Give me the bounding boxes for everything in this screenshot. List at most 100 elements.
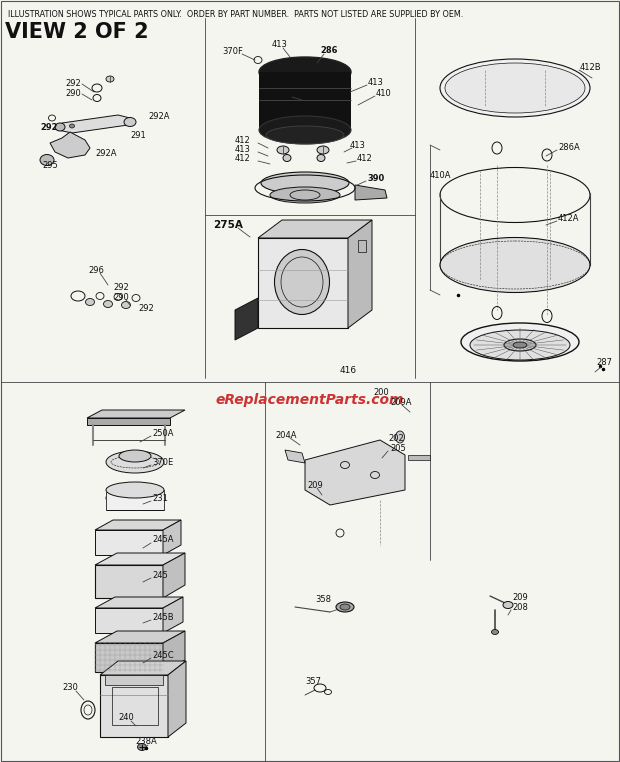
Polygon shape <box>95 520 181 530</box>
Ellipse shape <box>317 146 329 154</box>
Text: 290: 290 <box>113 293 129 302</box>
Polygon shape <box>95 643 163 672</box>
Text: 412: 412 <box>235 136 250 145</box>
Polygon shape <box>95 597 183 608</box>
Text: 292: 292 <box>40 123 58 132</box>
Ellipse shape <box>492 629 498 635</box>
Text: 295: 295 <box>42 161 58 169</box>
Text: 410A: 410A <box>430 171 451 180</box>
Text: 231: 231 <box>152 494 168 502</box>
Text: 275A: 275A <box>213 220 243 230</box>
Polygon shape <box>95 631 185 643</box>
Ellipse shape <box>266 126 344 144</box>
Text: 287: 287 <box>596 357 612 367</box>
Polygon shape <box>95 565 163 598</box>
Ellipse shape <box>259 116 351 144</box>
Ellipse shape <box>261 172 349 194</box>
Ellipse shape <box>138 744 146 751</box>
Text: 290: 290 <box>65 88 81 98</box>
Ellipse shape <box>122 302 130 309</box>
Text: 370F: 370F <box>222 46 243 56</box>
Bar <box>259 72 351 130</box>
Text: 245B: 245B <box>152 613 174 622</box>
Polygon shape <box>163 553 185 598</box>
Polygon shape <box>285 450 305 463</box>
Ellipse shape <box>69 124 74 128</box>
Text: 209: 209 <box>512 594 528 603</box>
Text: 209A: 209A <box>390 398 412 406</box>
Text: 412: 412 <box>235 153 250 162</box>
Ellipse shape <box>504 339 536 351</box>
Polygon shape <box>305 440 405 505</box>
Polygon shape <box>258 220 372 238</box>
Ellipse shape <box>277 146 289 154</box>
Bar <box>112 687 158 725</box>
Text: 200: 200 <box>373 388 389 396</box>
Bar <box>408 455 430 460</box>
Text: 204A: 204A <box>275 431 296 440</box>
Text: 286: 286 <box>320 46 337 55</box>
Polygon shape <box>235 298 258 340</box>
Ellipse shape <box>513 342 527 348</box>
Ellipse shape <box>124 117 136 126</box>
Ellipse shape <box>440 59 590 117</box>
Polygon shape <box>105 675 163 685</box>
Polygon shape <box>348 220 372 328</box>
Text: ILLUSTRATION SHOWS TYPICAL PARTS ONLY.  ORDER BY PART NUMBER.  PARTS NOT LISTED : ILLUSTRATION SHOWS TYPICAL PARTS ONLY. O… <box>8 10 463 19</box>
Polygon shape <box>50 132 90 158</box>
Polygon shape <box>95 530 163 555</box>
Ellipse shape <box>86 299 94 306</box>
Text: 390: 390 <box>367 174 384 183</box>
Text: 292: 292 <box>113 283 129 292</box>
Bar <box>106 490 164 510</box>
Ellipse shape <box>106 76 114 82</box>
Text: 292A: 292A <box>148 111 169 120</box>
Text: 245C: 245C <box>152 651 174 659</box>
Polygon shape <box>115 453 155 462</box>
Text: 413: 413 <box>368 78 384 87</box>
Text: 292: 292 <box>138 303 154 312</box>
Ellipse shape <box>317 155 325 162</box>
Text: 296: 296 <box>88 265 104 274</box>
Text: 412B: 412B <box>580 62 601 72</box>
Text: 209: 209 <box>307 481 323 489</box>
Ellipse shape <box>340 604 350 610</box>
Polygon shape <box>163 631 185 672</box>
Text: 286A: 286A <box>558 142 580 152</box>
Text: 410: 410 <box>376 88 392 98</box>
Text: 205: 205 <box>390 443 405 453</box>
Ellipse shape <box>106 488 164 508</box>
Text: 413: 413 <box>277 91 293 100</box>
Text: 413: 413 <box>235 145 251 153</box>
Polygon shape <box>163 520 181 555</box>
Text: eReplacementParts.com: eReplacementParts.com <box>216 393 404 407</box>
Text: 245A: 245A <box>152 536 174 545</box>
Ellipse shape <box>440 238 590 293</box>
Polygon shape <box>163 597 183 633</box>
Polygon shape <box>355 185 387 200</box>
Polygon shape <box>58 115 130 133</box>
Polygon shape <box>100 675 168 737</box>
Text: 412A: 412A <box>558 213 580 223</box>
Ellipse shape <box>55 123 65 131</box>
Text: VIEW 2 OF 2: VIEW 2 OF 2 <box>5 22 149 42</box>
Ellipse shape <box>106 482 164 498</box>
Polygon shape <box>87 410 185 418</box>
Text: 250A: 250A <box>152 428 174 437</box>
Ellipse shape <box>503 601 513 609</box>
Text: 291: 291 <box>130 130 146 139</box>
Bar <box>358 240 366 252</box>
Text: 208: 208 <box>512 603 528 611</box>
Text: 358: 358 <box>315 595 331 604</box>
Polygon shape <box>95 608 163 633</box>
Text: 357: 357 <box>305 677 321 687</box>
Ellipse shape <box>275 249 329 315</box>
Text: 230: 230 <box>62 684 78 693</box>
Polygon shape <box>95 553 185 565</box>
Ellipse shape <box>259 57 351 87</box>
Polygon shape <box>87 418 170 425</box>
Text: 292: 292 <box>65 78 81 88</box>
Polygon shape <box>168 661 186 737</box>
Polygon shape <box>258 238 348 328</box>
Ellipse shape <box>270 187 340 203</box>
